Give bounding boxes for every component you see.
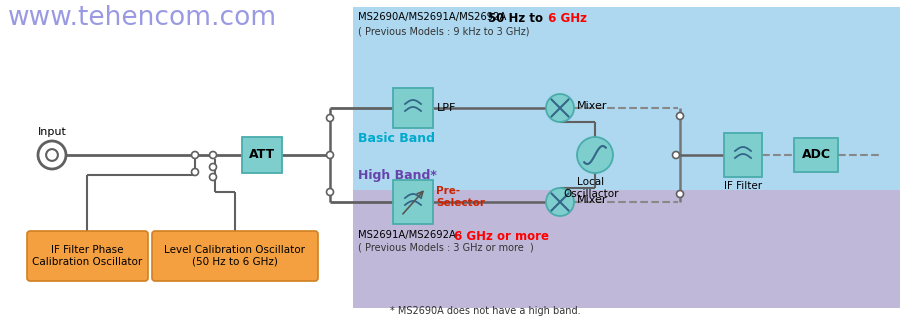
Circle shape bbox=[677, 190, 683, 197]
FancyBboxPatch shape bbox=[393, 180, 433, 224]
Text: ATT: ATT bbox=[249, 148, 275, 161]
FancyBboxPatch shape bbox=[794, 138, 838, 172]
FancyBboxPatch shape bbox=[242, 137, 282, 173]
Text: ADC: ADC bbox=[802, 148, 831, 161]
Text: IF Filter Phase
Calibration Oscillator: IF Filter Phase Calibration Oscillator bbox=[32, 245, 142, 267]
Text: * MS2690A does not have a high band.: * MS2690A does not have a high band. bbox=[390, 306, 580, 316]
Circle shape bbox=[192, 169, 199, 176]
Text: 6 GHz: 6 GHz bbox=[544, 12, 587, 25]
Text: Mixer: Mixer bbox=[577, 101, 608, 111]
Text: Local
Oscillactor: Local Oscillactor bbox=[563, 177, 619, 199]
Text: Mixer: Mixer bbox=[577, 195, 608, 205]
Circle shape bbox=[327, 151, 334, 158]
Text: 6 GHz or more: 6 GHz or more bbox=[454, 230, 549, 243]
Circle shape bbox=[546, 188, 574, 216]
Text: LPF: LPF bbox=[437, 103, 456, 113]
Bar bbox=[353, 7, 900, 190]
Text: www.tehencom.com: www.tehencom.com bbox=[8, 5, 277, 31]
Text: MS2690A/MS2691A/MS2692A :: MS2690A/MS2691A/MS2692A : bbox=[358, 12, 516, 22]
Bar bbox=[353, 190, 900, 308]
Circle shape bbox=[210, 163, 217, 171]
FancyBboxPatch shape bbox=[27, 231, 148, 281]
Circle shape bbox=[38, 141, 66, 169]
Circle shape bbox=[210, 151, 217, 158]
Circle shape bbox=[672, 151, 680, 158]
FancyBboxPatch shape bbox=[724, 133, 762, 177]
FancyBboxPatch shape bbox=[393, 88, 433, 128]
Text: ( Previous Models : 9 kHz to 3 GHz): ( Previous Models : 9 kHz to 3 GHz) bbox=[358, 26, 529, 36]
Text: Input: Input bbox=[38, 127, 67, 137]
Circle shape bbox=[677, 113, 683, 119]
Circle shape bbox=[546, 94, 574, 122]
Text: 50 Hz to: 50 Hz to bbox=[488, 12, 543, 25]
Circle shape bbox=[327, 115, 334, 121]
Text: Basic Band: Basic Band bbox=[358, 132, 435, 145]
Text: Level Calibration Oscillator
(50 Hz to 6 GHz): Level Calibration Oscillator (50 Hz to 6… bbox=[165, 245, 305, 267]
Text: Pre-
Selector: Pre- Selector bbox=[436, 186, 485, 208]
Circle shape bbox=[210, 174, 217, 181]
Circle shape bbox=[327, 188, 334, 195]
Circle shape bbox=[192, 151, 199, 158]
Text: IF Filter: IF Filter bbox=[724, 181, 762, 191]
Circle shape bbox=[577, 137, 613, 173]
Circle shape bbox=[46, 149, 58, 161]
FancyBboxPatch shape bbox=[152, 231, 318, 281]
Text: High Band*: High Band* bbox=[358, 169, 436, 182]
Text: ( Previous Models : 3 GHz or more  ): ( Previous Models : 3 GHz or more ) bbox=[358, 243, 534, 253]
Text: MS2691A/MS2692A :: MS2691A/MS2692A : bbox=[358, 230, 465, 240]
